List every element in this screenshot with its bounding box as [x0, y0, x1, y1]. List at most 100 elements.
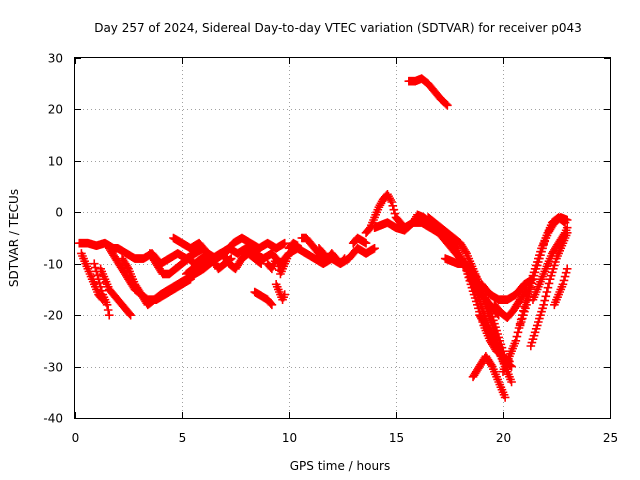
data-point — [542, 287, 552, 297]
data-point — [441, 99, 451, 109]
data-point — [515, 321, 525, 330]
data-point — [540, 237, 550, 246]
data-point — [562, 264, 572, 274]
data-point — [532, 321, 542, 330]
data-point — [519, 310, 528, 320]
data-point — [541, 291, 551, 301]
x-tick-label: 25 — [603, 431, 618, 445]
data-point — [538, 243, 547, 253]
series-arc-13 — [271, 279, 290, 305]
data-point — [517, 314, 527, 323]
data-point — [494, 333, 504, 342]
data-point — [528, 274, 538, 284]
data-point — [89, 259, 99, 269]
data-point — [103, 305, 113, 315]
data-point — [535, 254, 544, 263]
data-point — [520, 307, 529, 317]
data-point — [529, 331, 539, 341]
data-point — [340, 254, 349, 263]
data-point — [558, 279, 568, 289]
data-point — [491, 322, 500, 332]
data-point — [530, 267, 540, 277]
data-point — [266, 299, 276, 308]
data-point — [271, 254, 281, 263]
data-point — [544, 279, 554, 288]
data-point — [370, 243, 379, 253]
series-arc-11 — [250, 287, 277, 310]
x-tick-label: 20 — [496, 431, 511, 445]
data-point — [102, 300, 112, 310]
data-point — [255, 258, 265, 268]
data-point — [559, 217, 569, 227]
data-point — [91, 263, 100, 272]
data-point — [490, 319, 499, 329]
series-arc-24 — [468, 351, 510, 402]
data-point — [104, 310, 114, 320]
data-point — [500, 393, 510, 402]
data-point — [267, 300, 277, 310]
data-point — [477, 302, 486, 311]
y-tick-label: 10 — [48, 155, 63, 169]
data-point — [545, 274, 555, 284]
data-point — [443, 101, 452, 110]
series-arc-17 — [348, 233, 371, 248]
data-point — [537, 307, 546, 317]
series-arc-2 — [77, 249, 108, 305]
data-point — [486, 309, 496, 318]
axis-ticks: 0 5 10 15 20 25 -40 -30 -20 -10 0 10 20 30 — [43, 52, 618, 446]
data-point — [96, 282, 105, 292]
data-point — [97, 286, 107, 296]
data-point — [536, 250, 545, 260]
data-point — [562, 223, 572, 233]
series-arc-20 — [404, 74, 452, 110]
data-point — [560, 272, 570, 281]
series-arc-31 — [528, 223, 572, 305]
y-tick-label: -20 — [43, 309, 63, 323]
data-point — [526, 341, 536, 351]
x-tick-label: 15 — [389, 431, 404, 445]
data-point — [528, 334, 538, 344]
y-tick-label: 20 — [48, 103, 63, 117]
data-point — [538, 303, 547, 313]
data-point — [540, 296, 550, 305]
data-point — [546, 271, 556, 281]
series-arc-4 — [96, 264, 135, 320]
data-point — [529, 271, 539, 281]
data-point — [535, 314, 544, 323]
grid-layer — [75, 58, 610, 418]
x-axis-label: GPS time / hours — [290, 459, 391, 473]
series-arc-10 — [199, 249, 266, 274]
data-point — [95, 278, 104, 288]
y-tick-label: 0 — [55, 206, 63, 220]
data-point — [478, 305, 487, 315]
data-point — [537, 247, 546, 257]
data-point — [507, 377, 516, 387]
x-tick-label: 0 — [72, 431, 80, 445]
data-point — [293, 241, 302, 251]
data-point — [523, 296, 532, 305]
data-point — [485, 305, 495, 315]
data-point — [361, 238, 371, 248]
data-point — [388, 201, 398, 211]
data-point — [534, 317, 543, 327]
data-point — [521, 303, 530, 313]
data-point — [476, 298, 485, 308]
data-point — [389, 205, 399, 215]
data-point — [387, 197, 397, 207]
series-arc-12 — [263, 249, 294, 279]
y-tick-label: -10 — [43, 258, 63, 272]
data-point — [547, 267, 557, 277]
data-point — [488, 312, 497, 322]
series-arc-26 — [477, 274, 538, 305]
data-point — [516, 317, 526, 327]
data-point — [524, 291, 533, 301]
data-point — [125, 309, 134, 319]
data-point — [531, 324, 541, 334]
series-arc-32 — [550, 264, 572, 310]
x-tick-label: 5 — [179, 431, 187, 445]
data-point — [390, 209, 400, 218]
data-point — [522, 300, 531, 310]
data-point — [497, 343, 507, 353]
data-point — [551, 257, 560, 267]
